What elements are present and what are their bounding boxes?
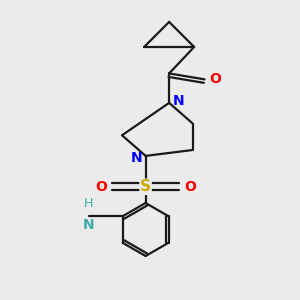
Text: N: N [130,151,142,165]
Text: N: N [173,94,184,107]
Text: O: O [95,180,107,194]
Text: O: O [209,72,221,86]
Text: H: H [84,197,94,210]
Text: S: S [140,179,151,194]
Text: O: O [184,180,196,194]
Text: N: N [83,218,94,232]
